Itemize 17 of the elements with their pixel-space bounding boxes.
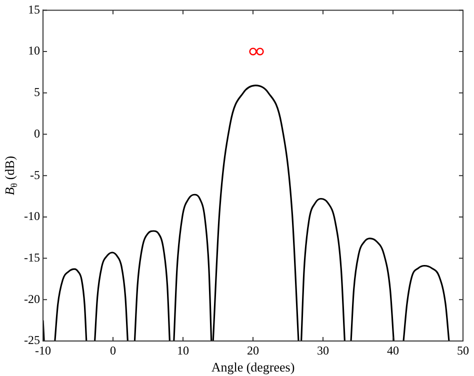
- x-tick-label: 40: [387, 343, 399, 358]
- y-tick-label: 0: [34, 126, 40, 140]
- y-tick-label: -20: [24, 292, 40, 306]
- x-tick-label: 20: [247, 343, 259, 358]
- y-tick-label: -15: [24, 250, 40, 264]
- y-tick-label: -10: [24, 209, 40, 224]
- x-axis-title: Angle (degrees): [211, 360, 295, 375]
- x-tick-label: 50: [457, 343, 469, 358]
- y-tick-label: 10: [28, 44, 40, 58]
- x-tick-label: 10: [177, 343, 189, 358]
- y-axis-title: Bθ (dB): [2, 156, 19, 196]
- x-tick-label: 30: [317, 343, 329, 358]
- y-tick-label: 5: [34, 85, 40, 100]
- x-tick-label: 0: [110, 343, 116, 358]
- y-tick-label: -25: [24, 333, 40, 348]
- y-tick-label: 15: [28, 2, 40, 16]
- y-tick-label: -5: [30, 168, 40, 182]
